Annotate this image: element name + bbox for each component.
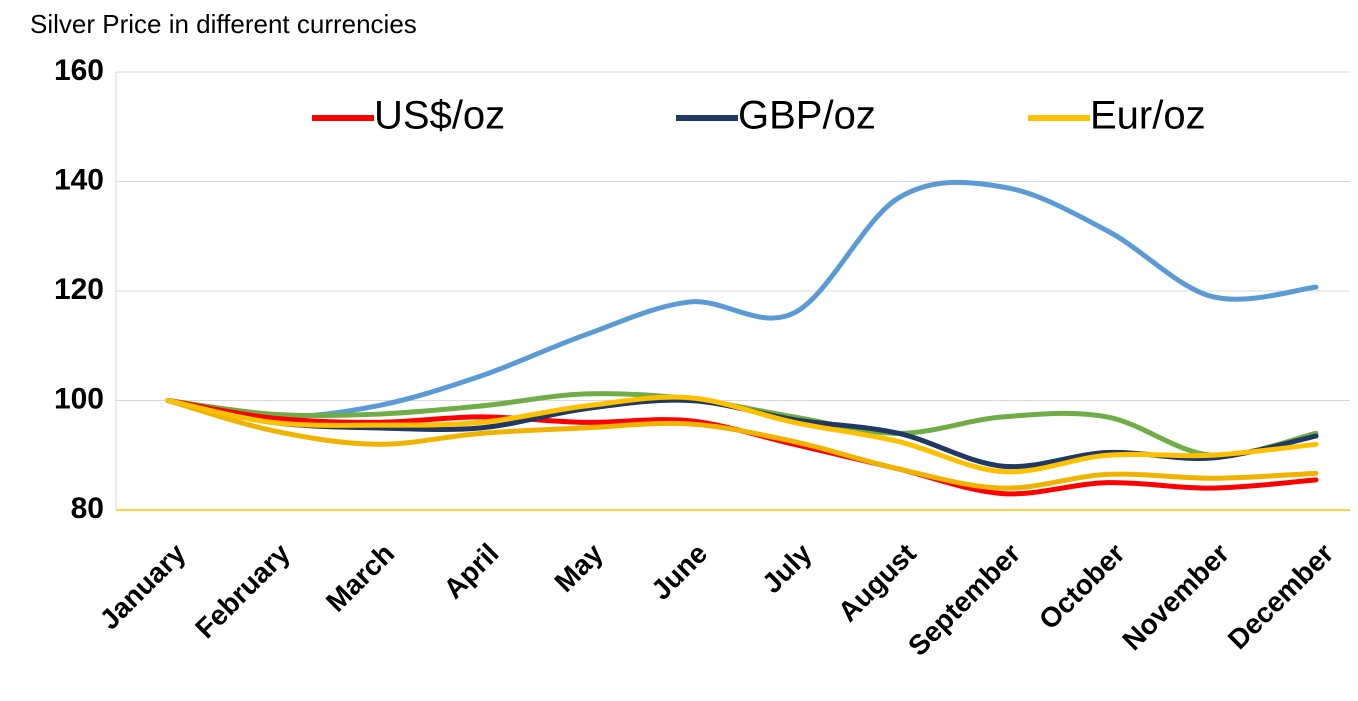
series-line <box>165 398 1319 491</box>
x-tick-label: February <box>189 537 296 644</box>
x-tick-label: March <box>320 538 400 618</box>
x-tick: September <box>902 537 1026 661</box>
x-tick-label: January <box>94 537 192 635</box>
legend-label: GBP/oz <box>738 94 876 138</box>
x-tick: March <box>320 538 400 618</box>
x-tick: January <box>94 537 192 635</box>
series-line <box>165 394 1319 475</box>
y-tick-label: 80 <box>71 492 104 525</box>
y-tick-label: 160 <box>54 54 104 87</box>
y-tick-label: 120 <box>54 273 104 306</box>
y-tick-label: 140 <box>54 163 104 196</box>
x-tick-label: August <box>832 538 922 628</box>
x-tick-label: December <box>1222 537 1340 655</box>
y-tick-label: 100 <box>54 382 104 415</box>
x-tick: December <box>1222 537 1340 655</box>
x-tick-label: November <box>1116 537 1235 656</box>
x-tick: October <box>1033 537 1131 635</box>
x-tick: May <box>548 537 609 598</box>
x-tick: February <box>189 537 296 644</box>
chart-title: Silver Price in different currencies <box>30 9 417 39</box>
legend-label: US$/oz <box>374 94 505 138</box>
legend-label: Eur/oz <box>1090 94 1206 138</box>
x-tick: August <box>832 538 922 628</box>
x-tick-label: June <box>645 538 713 606</box>
x-tick-label: October <box>1033 537 1131 635</box>
x-tick-label: May <box>548 537 609 598</box>
x-tick-label: September <box>902 537 1026 661</box>
series-line <box>165 179 1319 420</box>
x-tick-label: April <box>438 538 505 605</box>
x-tick-label: July <box>756 537 818 599</box>
x-tick: November <box>1116 537 1235 656</box>
x-tick: July <box>756 537 818 599</box>
x-tick: June <box>645 538 713 606</box>
x-tick: April <box>438 538 505 605</box>
